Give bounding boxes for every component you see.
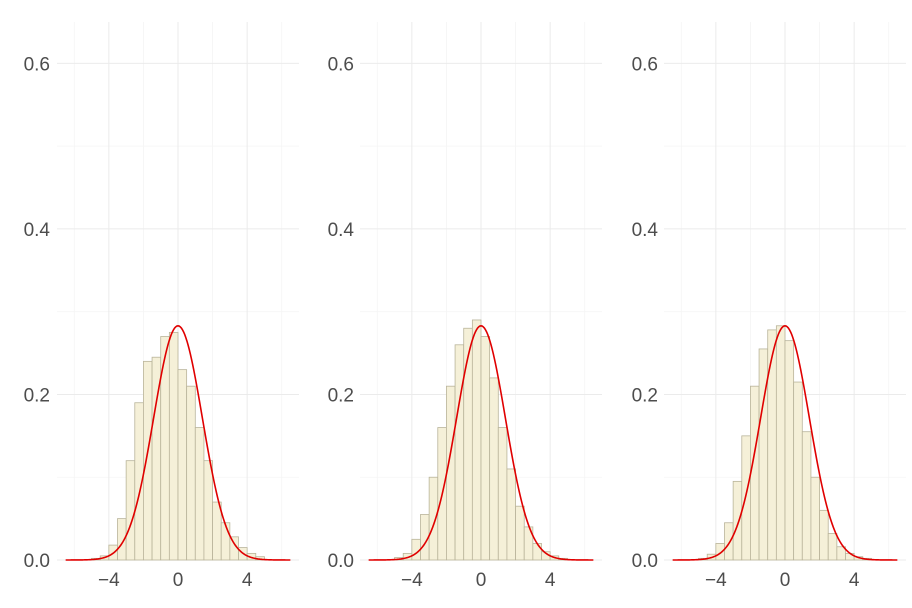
histogram-bar [750, 385, 760, 561]
density-curve [65, 324, 291, 561]
x-tick-label: 0 [780, 570, 791, 591]
histogram-bar [489, 377, 499, 561]
histogram-bar [143, 360, 153, 561]
histogram-bar [186, 385, 196, 561]
y-tick-label: 0.6 [632, 54, 658, 75]
histogram-bar [480, 336, 491, 561]
x-tick-label: 4 [242, 570, 253, 591]
histogram-bar [194, 427, 205, 561]
histogram-bar [827, 533, 838, 561]
x-tick-label: 0 [173, 570, 184, 591]
histogram-bar [463, 327, 473, 561]
x-tick-label: −4 [705, 570, 727, 591]
histogram-bar [220, 522, 231, 561]
y-tick-label: 0.0 [328, 551, 354, 572]
histogram-bar [819, 509, 829, 561]
histogram-bar [715, 543, 725, 561]
histogram-bar [741, 435, 751, 561]
x-tick-label: 0 [476, 570, 487, 591]
histogram-bar [732, 480, 743, 561]
histogram-bar [212, 501, 222, 561]
histogram-bar [471, 319, 482, 561]
histogram-bar [203, 460, 213, 561]
histogram-bar [454, 344, 465, 561]
histogram-bar [775, 325, 786, 561]
histogram-bar [793, 381, 803, 561]
y-tick-label: 0.2 [328, 385, 354, 406]
histogram-bar [125, 460, 136, 561]
x-tick-label: −4 [98, 570, 120, 591]
histogram-bar [446, 385, 456, 561]
histogram-bar [801, 431, 812, 561]
density-curve [672, 324, 898, 561]
x-tick-label: 4 [849, 570, 860, 591]
histogram-bar [506, 468, 516, 561]
histogram-bar [532, 543, 542, 561]
histogram-bar [784, 340, 795, 561]
histogram-panel-3: 0.0 0.2 0.4 0.6 −4 0 4 [632, 22, 906, 591]
histogram-bar [810, 476, 820, 561]
histogram-bar [168, 331, 179, 561]
histogram-bar [497, 427, 508, 561]
histogram-bar [724, 522, 734, 561]
y-tick-label: 0.2 [24, 385, 50, 406]
x-tick-label: 4 [545, 570, 556, 591]
histogram-panel-2: 0.0 0.2 0.4 0.6 −4 0 4 [328, 22, 602, 591]
y-tick-label: 0.2 [632, 385, 658, 406]
y-tick-label: 0.6 [328, 54, 354, 75]
histogram-bar [428, 476, 439, 561]
histogram-panel-1: 0.0 0.2 0.4 0.6 −4 0 4 [24, 22, 299, 591]
histogram-bar [515, 505, 525, 561]
y-tick-label: 0.4 [632, 220, 659, 241]
y-tick-label: 0.0 [24, 551, 50, 572]
y-tick-label: 0.4 [24, 220, 51, 241]
y-tick-label: 0.6 [24, 54, 50, 75]
y-tick-label: 0.4 [328, 220, 355, 241]
density-curve [368, 324, 594, 561]
histogram-bar [767, 329, 777, 561]
histogram-bar [177, 369, 188, 561]
x-tick-label: −4 [401, 570, 423, 591]
y-tick-label: 0.0 [632, 551, 658, 572]
